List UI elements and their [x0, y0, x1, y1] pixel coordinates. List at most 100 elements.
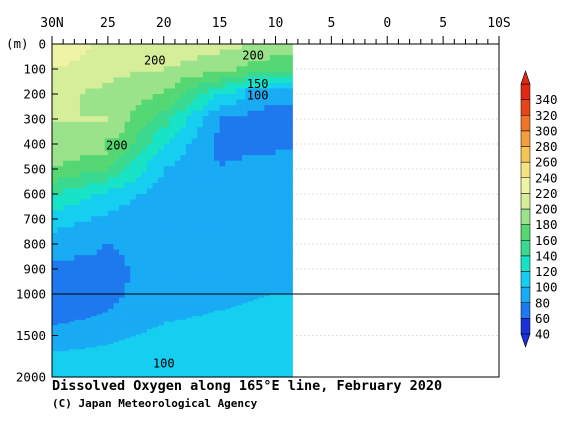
oxygen-cell [91, 332, 98, 336]
oxygen-cell [169, 105, 176, 112]
oxygen-cell [146, 249, 154, 256]
oxygen-cell [186, 340, 193, 343]
oxygen-cell [264, 316, 271, 319]
oxygen-cell [68, 332, 75, 336]
oxygen-cell [107, 314, 115, 317]
oxygen-cell [141, 343, 148, 347]
oxygen-cell [135, 367, 142, 371]
oxygen-cell [113, 105, 120, 112]
oxygen-cell [202, 77, 210, 84]
oxygen-cell [52, 60, 59, 67]
oxygen-cell [219, 362, 226, 365]
oxygen-cell [202, 110, 210, 117]
oxygen-cell [135, 358, 142, 361]
oxygen-cell [264, 210, 271, 217]
oxygen-cell [52, 199, 59, 206]
oxygen-cell [163, 177, 170, 184]
oxygen-cell [91, 367, 98, 371]
oxygen-cell [247, 301, 254, 304]
oxygen-cell [96, 321, 103, 325]
oxygen-cell [158, 319, 165, 323]
oxygen-cell [119, 160, 126, 167]
oxygen-cell [146, 194, 154, 201]
oxygen-cell [253, 336, 260, 339]
oxygen-cell [163, 373, 170, 376]
oxygen-cell [253, 138, 260, 145]
oxygen-cell [91, 199, 98, 206]
oxygen-cell [186, 244, 193, 251]
oxygen-cell [96, 221, 103, 228]
oxygen-cell [113, 347, 120, 350]
oxygen-cell [52, 317, 59, 321]
oxygen-cell [85, 332, 92, 336]
oxygen-cell [130, 317, 137, 321]
oxygen-cell [269, 353, 277, 356]
oxygen-cell [197, 316, 204, 319]
oxygen-cell [191, 110, 198, 117]
oxygen-cell [186, 358, 193, 361]
oxygen-cell [197, 330, 204, 334]
oxygen-cell [91, 271, 98, 278]
oxygen-cell [113, 288, 120, 295]
oxygen-cell [141, 171, 148, 178]
oxygen-cell [68, 340, 75, 343]
oxygen-cell [135, 260, 142, 267]
oxygen-cell [130, 330, 137, 334]
oxygen-cell [68, 232, 75, 240]
oxygen-cell [57, 329, 64, 332]
oxygen-cell [85, 210, 92, 217]
oxygen-cell [202, 155, 210, 162]
oxygen-cell [191, 364, 198, 367]
oxygen-cell [264, 364, 271, 367]
oxygen-cell [113, 319, 120, 323]
oxygen-cell [253, 321, 260, 325]
oxygen-cell [236, 351, 243, 354]
oxygen-cell [191, 60, 198, 67]
oxygen-cell [253, 360, 260, 363]
oxygen-cell [68, 343, 75, 347]
oxygen-cell [225, 353, 232, 356]
oxygen-cell [208, 116, 215, 123]
oxygen-cell [275, 277, 282, 284]
oxygen-cell [74, 362, 81, 365]
oxygen-cell [286, 49, 293, 56]
oxygen-cell [124, 340, 131, 343]
oxygen-cell [52, 303, 59, 306]
oxygen-cell [214, 171, 221, 178]
oxygen-cell [102, 317, 109, 321]
oxygen-cell [202, 365, 210, 369]
oxygen-cell [74, 166, 81, 173]
oxygen-cell [163, 199, 170, 206]
oxygen-cell [158, 316, 165, 319]
oxygen-cell [264, 194, 271, 201]
oxygen-cell [202, 295, 210, 299]
oxygen-cell [169, 325, 176, 328]
oxygen-cell [197, 325, 204, 328]
oxygen-cell [275, 299, 282, 302]
oxygen-cell [158, 303, 165, 306]
oxygen-cell [96, 166, 103, 173]
oxygen-cell [191, 171, 198, 178]
oxygen-cell [124, 249, 131, 256]
oxygen-cell [146, 149, 154, 156]
oxygen-cell [63, 323, 70, 326]
oxygen-cell [163, 277, 170, 284]
oxygen-cell [52, 244, 59, 251]
oxygen-cell [247, 341, 254, 345]
oxygen-cell [152, 295, 159, 299]
oxygen-cell [174, 99, 182, 106]
oxygen-cell [79, 301, 87, 304]
oxygen-cell [91, 369, 98, 373]
oxygen-cell [79, 255, 87, 262]
oxygen-cell [79, 308, 87, 312]
oxygen-cell [63, 310, 70, 314]
oxygen-cell [124, 266, 131, 273]
oxygen-cell [96, 116, 103, 123]
oxygen-cell [158, 266, 165, 273]
oxygen-cell [264, 299, 271, 302]
oxygen-cell [230, 351, 237, 354]
oxygen-cell [79, 138, 87, 145]
oxygen-cell [91, 343, 98, 347]
oxygen-cell [241, 327, 249, 330]
oxygen-cell [74, 171, 81, 178]
